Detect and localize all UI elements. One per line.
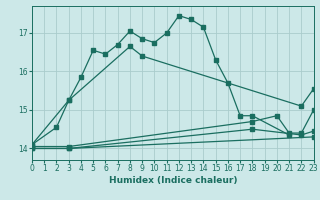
X-axis label: Humidex (Indice chaleur): Humidex (Indice chaleur) xyxy=(108,176,237,185)
